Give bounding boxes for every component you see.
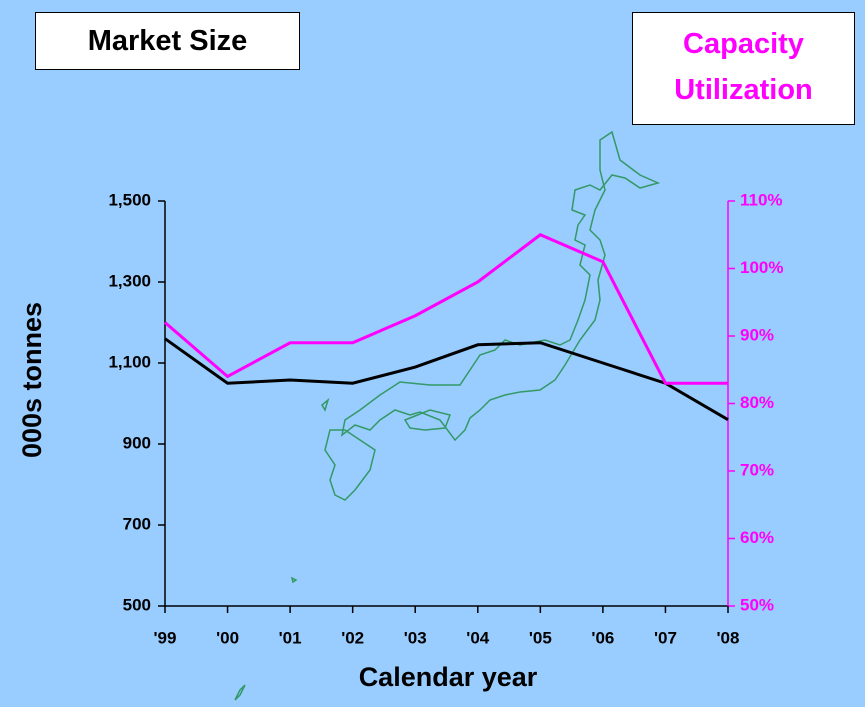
y-tick-label: 1,300 <box>108 271 151 290</box>
x-tick-label: '02 <box>341 628 364 647</box>
y2-tick-label: 100% <box>740 258 783 277</box>
x-tick-label: '06 <box>591 628 614 647</box>
series-line <box>164 233 728 385</box>
x-axis-title: Calendar year <box>359 662 538 692</box>
shikoku <box>403 409 452 431</box>
y-tick-label: 700 <box>123 514 151 533</box>
y-tick-label: 1,500 <box>108 190 151 209</box>
y2-tick-label: 110% <box>740 190 783 209</box>
x-tick-label: '03 <box>404 628 427 647</box>
x-tick-label: '07 <box>654 628 677 647</box>
x-tick-label: '04 <box>466 628 489 647</box>
x-tick-label: '01 <box>279 628 302 647</box>
island <box>234 684 246 701</box>
y-tick-label: 900 <box>123 433 151 452</box>
series-line <box>164 337 729 421</box>
y2-tick-label: 60% <box>740 528 774 547</box>
y-axis-title: 000s tonnes <box>17 302 47 458</box>
island <box>321 397 330 412</box>
japan-map <box>234 130 661 701</box>
y2-tick-label: 90% <box>740 325 774 344</box>
y-tick-label: 1,100 <box>108 352 151 371</box>
chart-title: Market Size <box>35 12 300 70</box>
x-tick-label: '00 <box>216 628 239 647</box>
x-tick-label: '99 <box>154 628 177 647</box>
honshu-hokkaido <box>340 130 661 442</box>
kyushu <box>324 429 376 501</box>
x-tick-label: '08 <box>717 628 740 647</box>
x-tick-label: '05 <box>529 628 552 647</box>
island <box>290 576 298 584</box>
y2-tick-label: 80% <box>740 393 774 412</box>
y-tick-label: 500 <box>123 595 151 614</box>
y2-tick-label: 70% <box>740 460 774 479</box>
y2-title: Capacity Utilization <box>632 12 855 125</box>
y2-tick-label: 50% <box>740 595 774 614</box>
